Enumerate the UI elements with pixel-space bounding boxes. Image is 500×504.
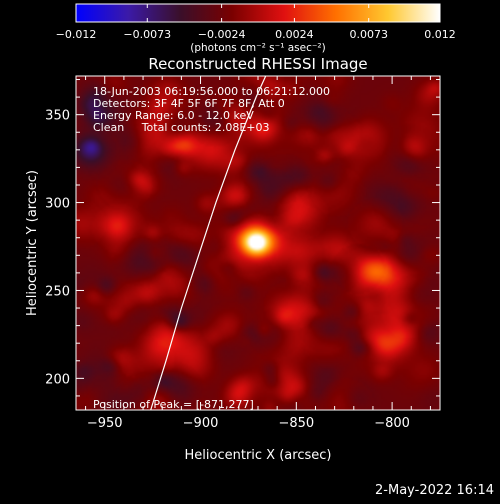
colorbar-tick-labels: −0.012 −0.0073 −0.0024 0.0024 0.0073 0.012 bbox=[56, 28, 456, 41]
axis-ticks bbox=[76, 76, 440, 410]
colorbar-tick-label: −0.0073 bbox=[123, 28, 171, 41]
colorbar-unit-label: (photons cm⁻² s⁻¹ asec⁻²) bbox=[190, 42, 325, 54]
y-tick-labels: 200 250 300 350 bbox=[45, 109, 70, 388]
colorbar-tick-label: 0.0073 bbox=[349, 28, 388, 41]
annotation-detectors: Detectors: 3F 4F 5F 6F 7F 8F, Att 0 bbox=[93, 97, 285, 110]
x-tick-label: −850 bbox=[278, 416, 314, 431]
annotation-energy-range: Energy Range: 6.0 - 12.0 keV bbox=[93, 109, 254, 122]
annotation-block: 18-Jun-2003 06:19:56.000 to 06:21:12.000… bbox=[93, 85, 330, 134]
chart-title: Reconstructed RHESSI Image bbox=[148, 55, 367, 73]
colorbar-strip bbox=[75, 3, 441, 23]
colorbar-tick-label: 0.012 bbox=[424, 28, 456, 41]
y-tick-label: 200 bbox=[45, 372, 70, 387]
colorbar-tick-label: −0.0024 bbox=[198, 28, 246, 41]
footer-date: 2-May-2022 16:14 bbox=[375, 483, 494, 498]
annotation-clean-counts: Clean Total counts: 2.08E+03 bbox=[93, 121, 270, 134]
solar-limb-curve bbox=[150, 75, 267, 411]
x-tick-label: −950 bbox=[87, 416, 123, 431]
x-tick-labels: −950 −900 −850 −800 bbox=[87, 416, 410, 431]
colorbar-tick-label: −0.012 bbox=[56, 28, 97, 41]
colorbar-tick-label: 0.0024 bbox=[275, 28, 314, 41]
peak-position-label: Position of Peak = [-871,277] bbox=[93, 398, 254, 411]
x-tick-label: −900 bbox=[183, 416, 219, 431]
y-axis-label: Heliocentric Y (arcsec) bbox=[25, 170, 40, 316]
annotation-time-range: 18-Jun-2003 06:19:56.000 to 06:21:12.000 bbox=[93, 85, 330, 98]
y-tick-label: 250 bbox=[45, 284, 70, 299]
heatmap-image bbox=[76, 76, 440, 410]
x-tick-label: −800 bbox=[374, 416, 410, 431]
plot-area: −950 −900 −850 −800 200 250 300 350 18-Jun-200… bbox=[45, 75, 441, 431]
y-tick-label: 300 bbox=[45, 197, 70, 212]
y-tick-label: 350 bbox=[45, 109, 70, 124]
colorbar: −0.012 −0.0073 −0.0024 0.0024 0.0073 0.012 (p… bbox=[56, 3, 456, 54]
x-axis-label: Heliocentric X (arcsec) bbox=[185, 448, 332, 463]
colorbar-ticks bbox=[75, 4, 441, 22]
